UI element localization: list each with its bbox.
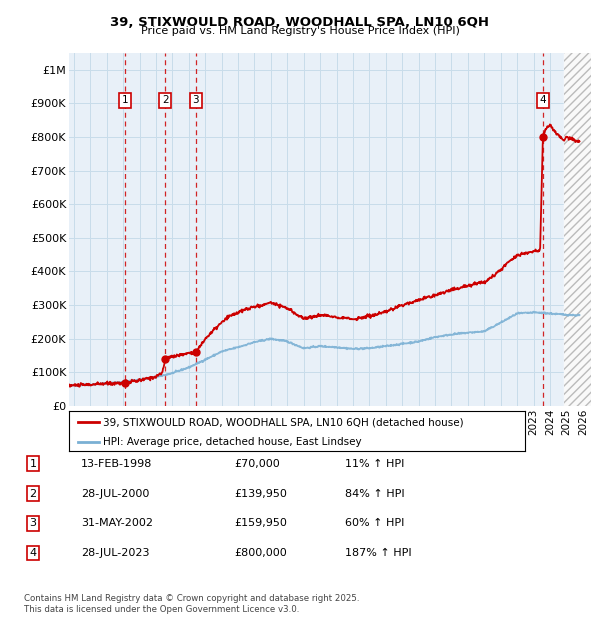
Text: 1: 1 bbox=[122, 95, 128, 105]
Bar bbox=[563, 53, 591, 406]
Text: 39, STIXWOULD ROAD, WOODHALL SPA, LN10 6QH: 39, STIXWOULD ROAD, WOODHALL SPA, LN10 6… bbox=[110, 16, 490, 29]
Bar bbox=[563, 53, 591, 406]
Text: Price paid vs. HM Land Registry's House Price Index (HPI): Price paid vs. HM Land Registry's House … bbox=[140, 26, 460, 36]
Text: 3: 3 bbox=[29, 518, 37, 528]
Text: 4: 4 bbox=[29, 548, 37, 558]
Text: 11% ↑ HPI: 11% ↑ HPI bbox=[345, 459, 404, 469]
Text: 13-FEB-1998: 13-FEB-1998 bbox=[81, 459, 152, 469]
Text: 2: 2 bbox=[29, 489, 37, 498]
Text: Contains HM Land Registry data © Crown copyright and database right 2025.
This d: Contains HM Land Registry data © Crown c… bbox=[24, 595, 359, 614]
Text: £159,950: £159,950 bbox=[234, 518, 287, 528]
Text: £70,000: £70,000 bbox=[234, 459, 280, 469]
Text: HPI: Average price, detached house, East Lindsey: HPI: Average price, detached house, East… bbox=[103, 438, 362, 448]
Text: 28-JUL-2000: 28-JUL-2000 bbox=[81, 489, 149, 498]
Text: 3: 3 bbox=[193, 95, 199, 105]
Text: 28-JUL-2023: 28-JUL-2023 bbox=[81, 548, 149, 558]
Text: 187% ↑ HPI: 187% ↑ HPI bbox=[345, 548, 412, 558]
Text: 1: 1 bbox=[29, 459, 37, 469]
Text: 31-MAY-2002: 31-MAY-2002 bbox=[81, 518, 153, 528]
Text: 60% ↑ HPI: 60% ↑ HPI bbox=[345, 518, 404, 528]
Text: £139,950: £139,950 bbox=[234, 489, 287, 498]
Bar bbox=[563, 53, 591, 406]
Text: 39, STIXWOULD ROAD, WOODHALL SPA, LN10 6QH (detached house): 39, STIXWOULD ROAD, WOODHALL SPA, LN10 6… bbox=[103, 417, 464, 427]
Text: 84% ↑ HPI: 84% ↑ HPI bbox=[345, 489, 404, 498]
Text: 2: 2 bbox=[162, 95, 169, 105]
Text: £800,000: £800,000 bbox=[234, 548, 287, 558]
Text: 4: 4 bbox=[539, 95, 546, 105]
